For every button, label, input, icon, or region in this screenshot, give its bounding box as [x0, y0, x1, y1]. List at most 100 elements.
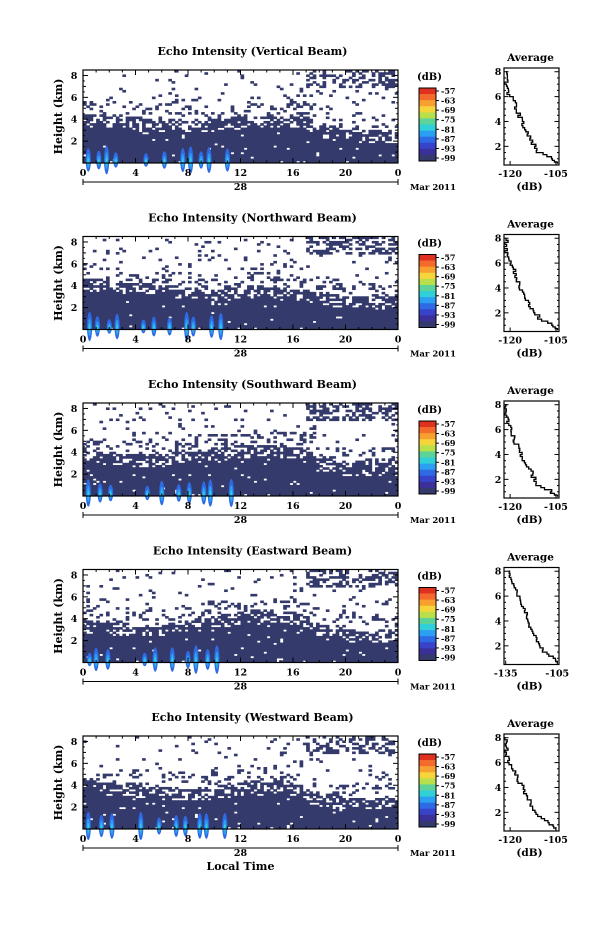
echo-cell	[335, 318, 340, 326]
echo-cell	[260, 240, 264, 244]
echo-cell	[105, 458, 110, 461]
echo-cell	[345, 327, 350, 330]
echo-cell	[138, 327, 143, 330]
echo-cell	[296, 143, 300, 146]
echo-cell	[214, 456, 218, 459]
echo-cell	[178, 305, 182, 308]
x-tick-label: 8	[185, 168, 192, 179]
echo-cell	[125, 322, 130, 328]
echo-cell	[204, 460, 209, 466]
echo-cell	[204, 418, 209, 422]
echo-cell	[388, 252, 392, 255]
echo-cell	[253, 309, 258, 317]
echo-cell	[119, 651, 123, 657]
echo-cell	[325, 243, 330, 246]
echo-cell	[233, 453, 238, 457]
echo-cell	[214, 147, 218, 151]
echo-cell	[371, 283, 376, 286]
echo-cell	[89, 624, 94, 628]
echo-cell	[145, 627, 150, 630]
echo-cell	[371, 154, 376, 157]
echo-cell	[168, 296, 172, 299]
echo-cell	[230, 318, 235, 324]
colorbar-tick-label: -81	[441, 124, 455, 134]
echo-cell	[158, 127, 163, 131]
echo-cell	[122, 322, 127, 330]
echo-cell	[89, 149, 94, 153]
echo-cell	[115, 151, 120, 157]
echo-cell	[181, 445, 186, 448]
echo-cell	[299, 156, 304, 164]
echo-cell	[342, 416, 346, 419]
echo-cell	[184, 458, 189, 461]
echo-cell	[276, 156, 281, 164]
profile-line	[504, 404, 559, 497]
echo-cell	[325, 249, 330, 253]
echo-cell	[184, 132, 189, 140]
echo-cell	[83, 655, 87, 663]
y-tick-label: 4	[71, 115, 78, 126]
echo-cell	[115, 587, 120, 590]
echo-cell	[233, 487, 238, 495]
echo-cell	[138, 278, 143, 282]
echo-cell	[312, 294, 317, 297]
echo-cell	[171, 123, 176, 126]
echo-cell	[165, 320, 169, 326]
profile-line	[503, 237, 559, 331]
echo-cell	[181, 453, 186, 457]
echo-cell	[325, 493, 330, 497]
echo-cell	[86, 633, 90, 639]
echo-cell	[286, 307, 291, 310]
echo-cell	[174, 160, 179, 164]
echo-cell	[122, 123, 127, 126]
echo-cell	[378, 138, 382, 142]
echo-cell	[355, 478, 360, 486]
echo-cell	[132, 491, 136, 497]
echo-cell	[168, 465, 172, 470]
echo-cell	[253, 143, 258, 151]
echo-cell	[309, 302, 314, 308]
echo-cell	[174, 629, 179, 632]
strong-echo	[208, 157, 210, 166]
echo-cell	[109, 655, 113, 663]
echo-cell	[197, 140, 202, 144]
echo-cell	[142, 294, 146, 302]
echo-cell	[181, 631, 186, 635]
echo-cell	[286, 327, 291, 330]
echo-cell	[299, 129, 304, 137]
echo-cell	[332, 456, 337, 459]
echo-cell	[286, 305, 291, 308]
echo-cell	[365, 465, 369, 468]
echo-cell	[348, 305, 353, 308]
echo-cell	[325, 154, 330, 157]
echo-cell	[273, 280, 277, 284]
echo-cell	[322, 434, 327, 437]
echo-cell	[388, 72, 392, 75]
echo-cell	[138, 325, 143, 328]
echo-cell	[368, 469, 373, 473]
echo-cell	[250, 465, 255, 470]
echo-cell	[263, 156, 268, 164]
echo-cell	[266, 327, 271, 330]
echo-cell	[230, 123, 235, 126]
echo-cell	[151, 145, 156, 153]
echo-cell	[217, 296, 222, 299]
echo-cell	[322, 127, 327, 131]
echo-cell	[83, 156, 87, 164]
echo-cell	[368, 287, 373, 291]
echo-cell	[197, 647, 202, 650]
echo-cell	[174, 318, 179, 322]
echo-cell	[161, 613, 166, 617]
echo-cell	[96, 482, 100, 490]
echo-cell	[296, 471, 300, 477]
echo-cell	[243, 462, 248, 470]
echo-cell	[135, 635, 140, 643]
echo-cell	[286, 140, 291, 148]
echo-cell	[128, 649, 133, 652]
echo-cell	[174, 307, 179, 310]
echo-cell	[355, 132, 360, 135]
echo-cell	[165, 642, 169, 646]
echo-cell	[358, 482, 363, 486]
echo-cell	[384, 418, 389, 422]
echo-cell	[161, 125, 166, 128]
